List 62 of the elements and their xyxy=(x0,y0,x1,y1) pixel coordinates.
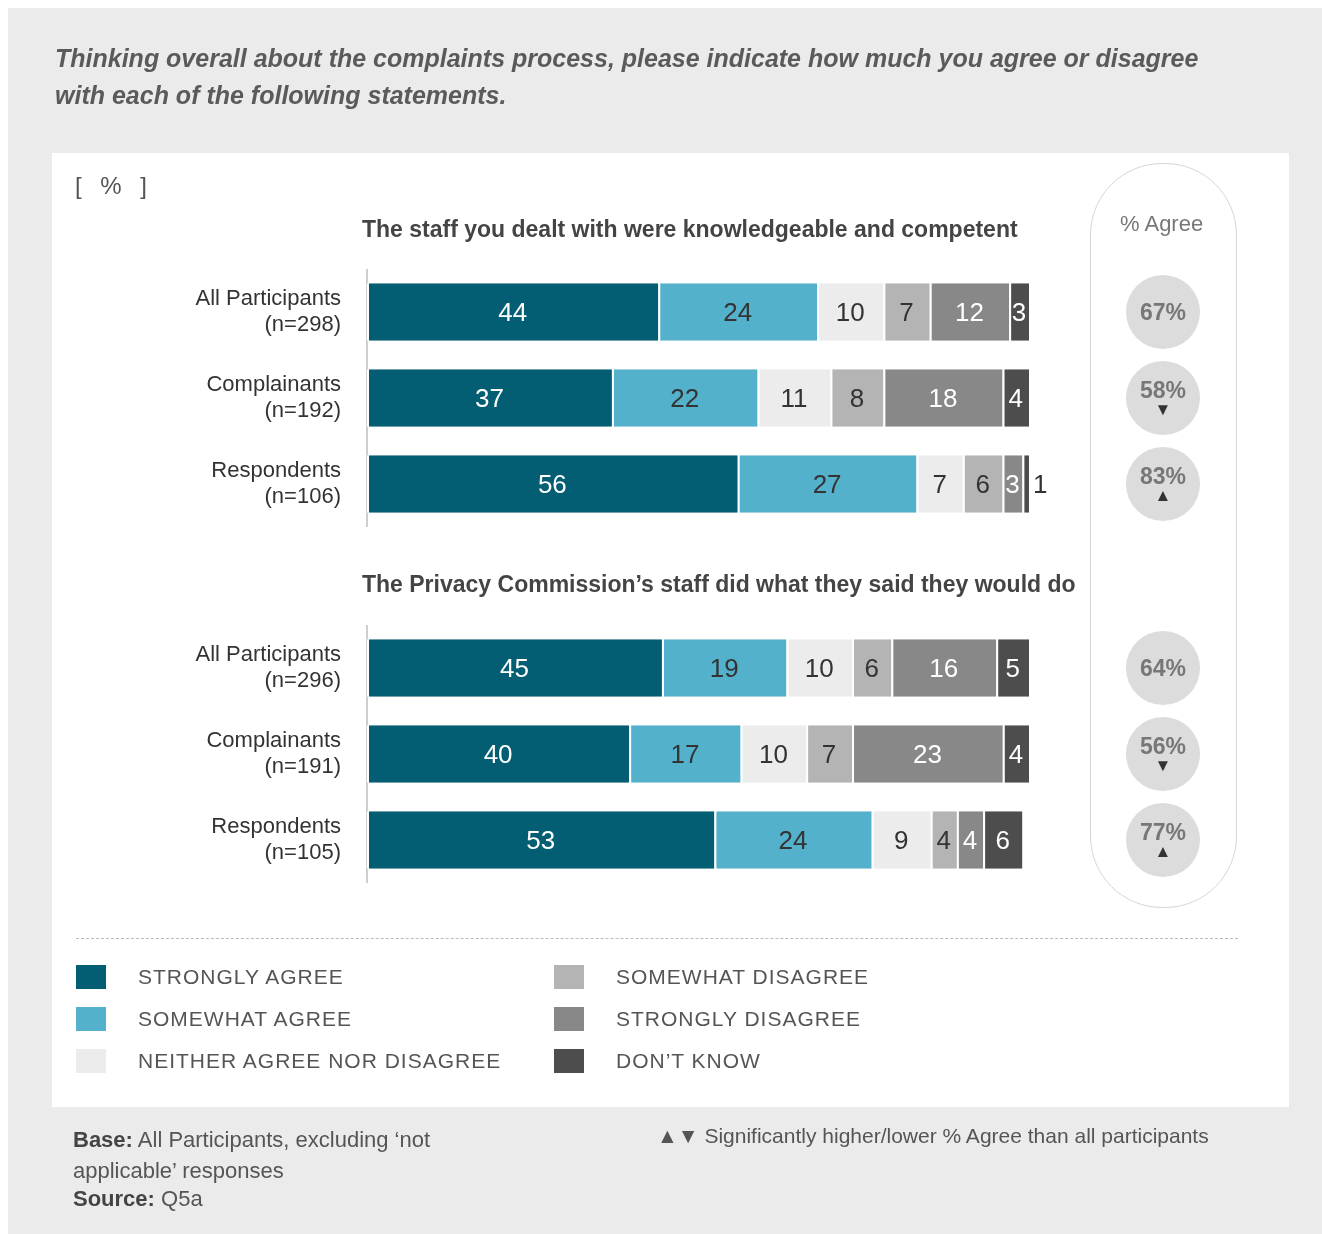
data-label: 40 xyxy=(483,739,513,770)
data-label: 45 xyxy=(500,653,529,684)
legend-label: NEITHER AGREE NOR DISAGREE xyxy=(138,1049,502,1073)
data-label: 10 xyxy=(758,739,788,770)
data-label: 24 xyxy=(723,297,753,328)
data-label: 4 xyxy=(1008,383,1023,414)
data-label: 19 xyxy=(709,653,739,684)
data-label: 23 xyxy=(912,739,942,770)
chart-title: Thinking overall about the complaints process, please indicate how much you agree or disagree with each of the following statements. xyxy=(55,43,1200,111)
data-label: 6 xyxy=(995,825,1011,856)
source-note: Source: Q5a xyxy=(73,1186,203,1212)
text: 64% xyxy=(1138,655,1187,681)
data-label: 10 xyxy=(804,653,834,684)
data-label: 11 xyxy=(780,383,808,414)
y-tick-label: Respondents (n=105) xyxy=(211,812,341,865)
data-label: 9 xyxy=(893,825,909,856)
text: 58% ▼ xyxy=(1138,377,1187,419)
data-label: 5 xyxy=(1005,653,1020,684)
legend-label: STRONGLY DISAGREE xyxy=(616,1007,861,1031)
data-label: 6 xyxy=(864,653,879,684)
legend-label: DON’T KNOW xyxy=(616,1049,761,1073)
data-label: 12 xyxy=(954,297,984,328)
data-label: 4 xyxy=(936,825,952,856)
data-label: 56 xyxy=(537,469,567,500)
data-label: 1 xyxy=(1033,469,1048,500)
text: % Agree xyxy=(1120,211,1204,237)
data-label: 3 xyxy=(1005,469,1020,500)
data-label: 37 xyxy=(475,383,504,414)
data-label: 7 xyxy=(899,297,914,328)
text: 56% ▼ xyxy=(1138,733,1187,775)
data-label: 4 xyxy=(962,825,978,856)
y-tick-label: All Participants (n=298) xyxy=(195,284,341,337)
legend-label: SOMEWHAT AGREE xyxy=(138,1007,352,1031)
data-label: 17 xyxy=(670,739,700,770)
y-tick-label: All Participants (n=296) xyxy=(195,640,341,693)
data-label: 16 xyxy=(929,653,959,684)
y-tick-label: Complainants (n=192) xyxy=(206,370,341,423)
data-label: 22 xyxy=(670,383,700,414)
chart-subtitle: The Privacy Commission’s staff did what they said they would do xyxy=(362,571,1076,598)
text: 67% xyxy=(1138,299,1187,325)
text: [ % ] xyxy=(75,172,154,200)
data-label: 44 xyxy=(498,297,528,328)
data-label: 7 xyxy=(932,469,947,500)
y-tick-label: Respondents (n=106) xyxy=(211,456,341,509)
data-label: 24 xyxy=(778,825,808,856)
text: 83% ▲ xyxy=(1138,463,1187,505)
text: ▲▼ Significantly higher/lower % Agree than all participants xyxy=(657,1124,1209,1148)
data-label: 10 xyxy=(835,297,865,328)
data-label: 8 xyxy=(849,383,865,414)
data-label: 53 xyxy=(526,825,556,856)
data-label: 4 xyxy=(1008,739,1024,770)
data-label: 18 xyxy=(928,383,958,414)
y-tick-label: Complainants (n=191) xyxy=(206,726,341,779)
chart-subtitle: The staff you dealt with were knowledgeable and competent xyxy=(362,216,1018,243)
legend-label: SOMEWHAT DISAGREE xyxy=(616,965,870,989)
data-label: 7 xyxy=(821,739,837,770)
data-label: 27 xyxy=(812,469,842,500)
text: 77% ▲ xyxy=(1138,819,1187,861)
text: Base: All Participants, excluding ‘not applicable’ responses xyxy=(73,1126,432,1185)
legend-label: STRONGLY AGREE xyxy=(138,965,344,989)
data-label: 3 xyxy=(1011,297,1027,328)
data-label: 6 xyxy=(975,469,990,500)
